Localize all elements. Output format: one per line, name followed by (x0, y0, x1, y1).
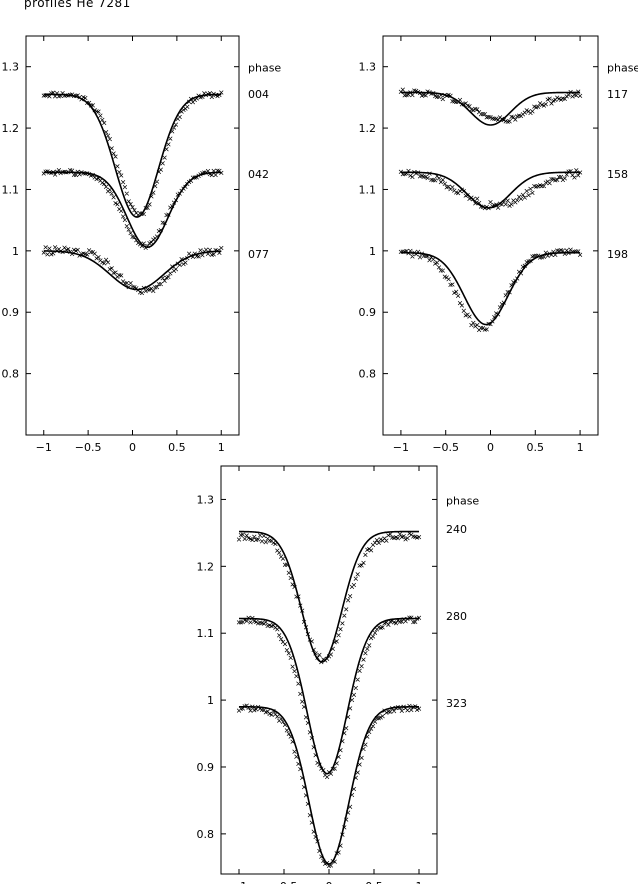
x-tick-label: −0.5 (271, 880, 298, 884)
series-label: 240 (446, 523, 467, 536)
model-profile-line (400, 251, 581, 326)
chart-panel-2: 0.8 0.9 1 1.1 1.2 1.3 −1 −0.5 0 0.5 1 phase 117 158 19… (359, 35, 638, 454)
y-tick-label: 1.2 (2, 122, 20, 135)
chart-panel-3: 0.8 0.9 1 1.1 1.2 1.3 −1 −0.5 0 0.5 1 phase 240 280 32… (197, 465, 479, 884)
model-profile-line (43, 250, 222, 291)
y-tick-label: 1.1 (197, 627, 215, 640)
y-tick-label: 1.3 (197, 493, 215, 506)
y-tick-label: 1.3 (359, 61, 377, 74)
series-label: 280 (446, 610, 467, 623)
legend-heading: phase (248, 62, 281, 75)
observed-points (398, 87, 583, 124)
observed-points (41, 90, 224, 218)
y-tick-label: 0.8 (2, 368, 20, 381)
legend-heading: phase (607, 62, 638, 75)
legend-heading: phase (446, 494, 479, 507)
model-profile-line (43, 171, 222, 248)
observed-points (236, 703, 422, 869)
x-tick-label: −1 (231, 880, 247, 884)
x-tick-label: −0.5 (432, 441, 459, 454)
y-tick-label: 1.3 (2, 61, 20, 74)
series-label: 158 (607, 168, 628, 181)
model-profile-line (239, 705, 419, 865)
x-tick-label: 0 (487, 441, 494, 454)
x-tick-label: 0 (326, 880, 333, 884)
model-profile-line (239, 617, 419, 775)
x-tick-label: 1 (416, 880, 423, 884)
model-profile-line (43, 93, 222, 218)
plot-frame (220, 465, 438, 875)
series-label: 323 (446, 697, 467, 710)
y-tick-label: 1.2 (197, 560, 215, 573)
figure-title: profiles He 7281 (24, 0, 131, 10)
x-tick-label: 0.5 (168, 441, 186, 454)
series-label: 004 (248, 88, 269, 101)
series-label: 117 (607, 88, 628, 101)
y-tick-label: 0.9 (197, 761, 215, 774)
y-tick-label: 0.9 (359, 306, 377, 319)
y-tick-label: 1 (369, 245, 376, 258)
y-tick-label: 1.1 (2, 183, 20, 196)
chart-panel-1: 0.8 0.9 1 1.1 1.2 1.3 −1 −0.5 0 0.5 1 phase 004 042 07… (2, 35, 281, 454)
x-tick-label: 0 (129, 441, 136, 454)
y-tick-label: 0.9 (2, 306, 20, 319)
observed-points (398, 168, 583, 211)
series-label: 198 (607, 248, 628, 261)
y-tick-label: 1 (207, 694, 214, 707)
y-tick-label: 1 (12, 245, 19, 258)
x-tick-label: −1 (393, 441, 409, 454)
x-tick-label: −0.5 (75, 441, 102, 454)
observed-points (236, 615, 422, 780)
observed-points (236, 531, 422, 665)
x-tick-label: 1 (218, 441, 225, 454)
observed-points (41, 245, 224, 296)
observed-points (398, 247, 583, 333)
y-tick-label: 1.1 (359, 183, 377, 196)
observed-points (41, 168, 224, 251)
y-tick-label: 0.8 (359, 368, 377, 381)
y-tick-label: 0.8 (197, 828, 215, 841)
x-tick-label: 0.5 (527, 441, 545, 454)
x-tick-label: 0.5 (365, 880, 383, 884)
x-tick-label: −1 (36, 441, 52, 454)
y-tick-label: 1.2 (359, 122, 377, 135)
series-label: 077 (248, 248, 269, 261)
series-label: 042 (248, 168, 269, 181)
x-tick-label: 1 (577, 441, 584, 454)
model-profile-line (238, 530, 419, 663)
